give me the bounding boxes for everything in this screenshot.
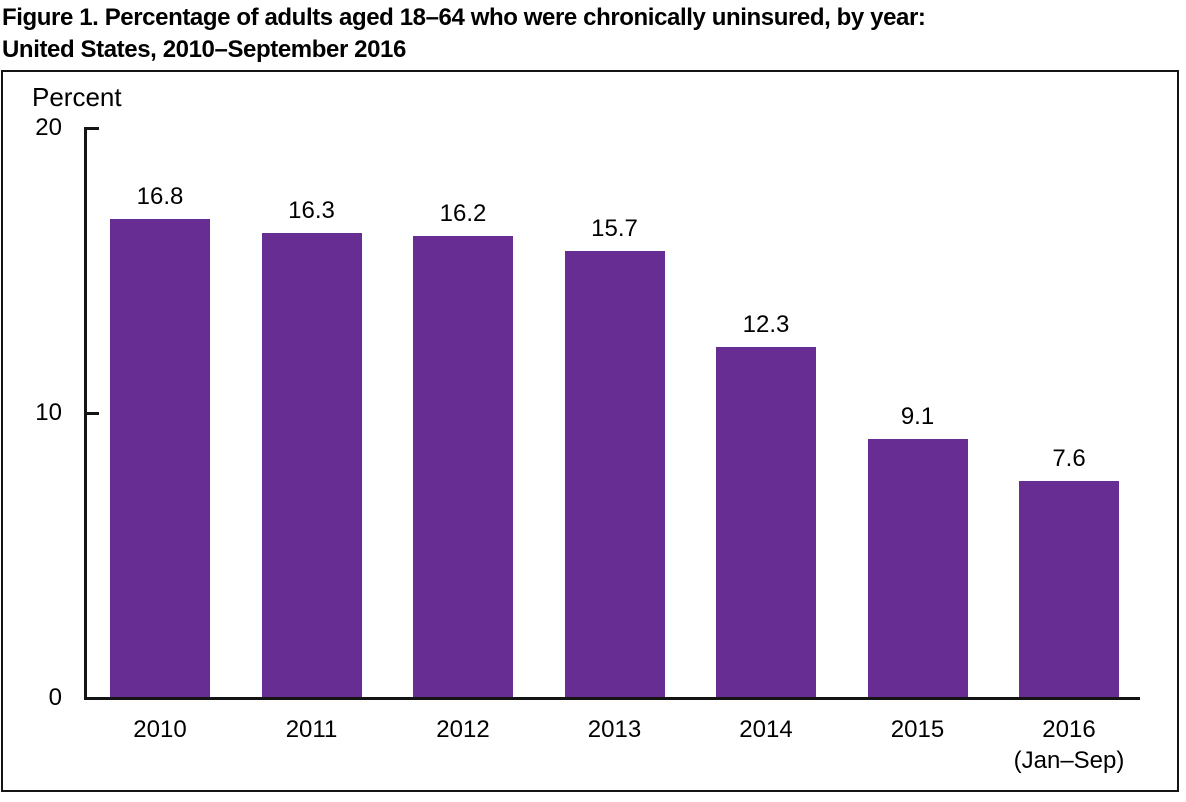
bar-2016 [1019, 481, 1119, 697]
bar-value-label: 16.8 [136, 183, 184, 211]
y-tick-label: 10 [35, 399, 62, 426]
figure-title-line2: United States, 2010–September 2016 [2, 36, 406, 63]
bar-2011 [261, 233, 362, 697]
y-tick-label: 20 [35, 114, 62, 141]
figure-title: Figure 1. Percentage of adults aged 18–6… [2, 2, 1102, 66]
x-axis-category-label: 2013 [587, 716, 642, 743]
y-tick-mark [87, 412, 99, 415]
bar-value-label: 16.2 [439, 200, 487, 228]
bar-value-label: 12.3 [742, 311, 790, 339]
bar-value-label: 9.1 [900, 402, 935, 430]
bar-value-label: 16.3 [288, 197, 335, 225]
y-axis-line [84, 127, 87, 699]
bar-2010 [110, 219, 210, 697]
bar-2015 [867, 438, 968, 697]
x-axis-category-label: 2016 (Jan–Sep) [1013, 716, 1125, 774]
x-axis-category-label: 2015 [890, 716, 945, 743]
bar-2013 [564, 250, 665, 697]
x-axis-category-label: 2010 [133, 716, 187, 743]
x-axis-category-label: 2011 [285, 716, 338, 743]
x-axis-line [84, 697, 1140, 700]
bar-2012 [413, 236, 513, 697]
y-tick-mark [87, 127, 99, 130]
bar-value-label: 15.7 [591, 214, 638, 242]
y-tick-label: 0 [48, 684, 62, 711]
x-axis-category-label: 2012 [436, 716, 490, 743]
bar-value-label: 7.6 [1052, 445, 1086, 473]
figure-title-line1: Figure 1. Percentage of adults aged 18–6… [2, 4, 926, 31]
x-axis-category-label: 2014 [739, 716, 793, 743]
y-axis-unit-label: Percent [32, 82, 122, 112]
bar-2014 [716, 347, 816, 697]
